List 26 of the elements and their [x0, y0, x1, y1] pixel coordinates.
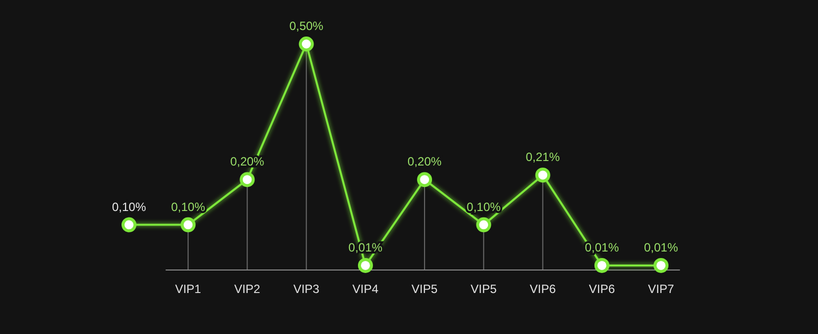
x-tick-label: VIP6 [530, 282, 556, 296]
data-label: 0,10% [466, 200, 502, 214]
x-tick-label: VIP6 [588, 282, 616, 296]
x-tick-label: VIP5 [412, 282, 438, 296]
data-label: 0,01% [644, 240, 678, 254]
x-tick-label: VIP4 [352, 282, 379, 296]
data-label: 0,20% [408, 154, 442, 169]
point [654, 258, 668, 273]
x-tick-label: VIP2 [234, 282, 261, 296]
point [298, 36, 314, 52]
data-label: 0,10% [112, 200, 146, 214]
data-label: 0,50% [289, 19, 324, 33]
x-tick-label: VIP1 [175, 282, 202, 296]
point [594, 258, 610, 273]
x-tick-label: VIP3 [293, 282, 320, 296]
x-tick-label: VIP5 [470, 282, 497, 296]
point [240, 172, 255, 188]
point [180, 217, 196, 232]
point [476, 217, 492, 232]
point [535, 168, 550, 183]
point [358, 258, 373, 273]
point [417, 172, 432, 188]
data-label: 0,10% [171, 200, 206, 214]
data-label: 0,21% [526, 150, 560, 164]
point [122, 217, 136, 232]
x-tick-label: VIP7 [648, 282, 674, 296]
